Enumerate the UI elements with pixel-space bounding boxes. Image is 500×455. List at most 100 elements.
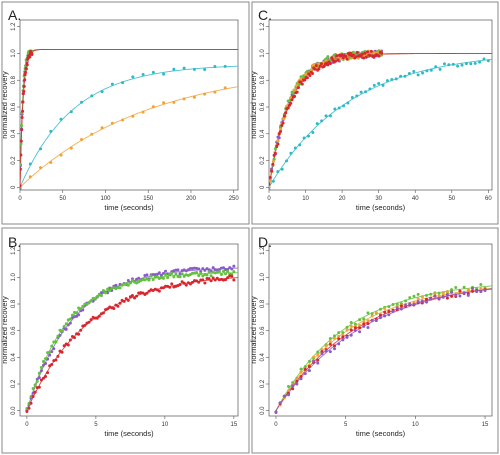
data-point xyxy=(20,162,23,166)
data-point xyxy=(307,369,311,373)
data-point xyxy=(39,147,43,151)
data-point xyxy=(479,283,483,286)
data-point xyxy=(28,162,32,166)
data-point xyxy=(377,54,381,58)
data-point xyxy=(311,130,315,134)
data-point xyxy=(442,62,446,66)
data-point xyxy=(307,364,311,368)
panel-frame xyxy=(1,227,250,454)
data-point xyxy=(416,300,420,304)
data-point xyxy=(387,310,391,314)
data-point xyxy=(316,353,320,357)
data-point xyxy=(399,74,403,78)
data-point xyxy=(438,67,442,71)
data-point xyxy=(281,121,285,125)
data-point xyxy=(64,327,68,331)
data-point xyxy=(273,151,277,155)
data-point xyxy=(272,157,276,161)
data-point xyxy=(328,342,332,346)
data-point xyxy=(345,328,349,332)
data-point xyxy=(190,280,194,284)
data-point xyxy=(324,114,328,118)
x-tick-label: 5 xyxy=(344,422,348,428)
data-point xyxy=(353,329,357,333)
y-tick-label: 1.2 xyxy=(260,22,266,31)
data-point xyxy=(157,289,161,293)
x-tick-label: 0 xyxy=(274,422,278,428)
data-point xyxy=(366,319,370,323)
data-point xyxy=(391,302,395,306)
data-point xyxy=(20,153,23,157)
data-point xyxy=(287,393,291,397)
data-point xyxy=(145,273,149,277)
data-point xyxy=(412,294,416,298)
data-point xyxy=(408,302,412,306)
data-point xyxy=(28,175,32,179)
data-point xyxy=(44,357,48,361)
data-point xyxy=(370,319,374,323)
data-point xyxy=(333,336,337,340)
data-point xyxy=(118,286,122,290)
y-tick-label: 0.4 xyxy=(11,353,17,362)
data-point xyxy=(434,65,438,69)
data-point xyxy=(326,63,330,67)
data-point xyxy=(349,320,353,324)
y-tick-label: 1.0 xyxy=(11,49,17,58)
data-point xyxy=(451,62,455,66)
data-point xyxy=(331,58,335,62)
data-point xyxy=(478,60,482,64)
plot-content xyxy=(269,49,492,190)
data-point xyxy=(126,283,130,287)
data-point xyxy=(174,272,178,276)
data-point xyxy=(350,96,354,100)
data-point xyxy=(305,69,309,73)
data-point xyxy=(316,358,320,362)
data-point xyxy=(362,322,366,326)
data-point xyxy=(184,283,188,287)
data-point xyxy=(28,55,32,59)
data-point xyxy=(299,377,303,381)
data-point xyxy=(404,303,408,307)
data-point xyxy=(101,289,105,292)
data-point xyxy=(97,314,101,318)
data-point xyxy=(433,294,437,298)
data-point xyxy=(114,283,118,287)
data-point xyxy=(126,298,130,302)
data-point xyxy=(362,56,366,60)
data-point xyxy=(75,311,79,315)
panel-frame xyxy=(1,1,250,225)
data-point xyxy=(23,78,27,82)
panel-frame xyxy=(251,1,499,225)
data-point xyxy=(232,278,236,282)
data-point xyxy=(313,67,317,71)
data-point xyxy=(201,267,205,271)
data-point xyxy=(182,281,186,285)
data-point xyxy=(209,274,213,278)
data-point xyxy=(135,294,139,298)
data-point xyxy=(328,62,332,66)
data-point xyxy=(44,362,48,366)
data-point xyxy=(328,337,332,341)
data-point xyxy=(466,288,470,292)
data-point xyxy=(41,376,45,380)
data-point xyxy=(20,142,23,146)
x-tick-label: 0 xyxy=(267,196,271,202)
data-point xyxy=(354,55,358,59)
y-tick-label: 1.0 xyxy=(260,273,266,282)
data-point xyxy=(358,318,362,322)
data-point xyxy=(130,294,134,298)
data-point xyxy=(341,338,345,342)
data-point xyxy=(151,278,155,282)
data-point xyxy=(23,73,27,77)
data-point xyxy=(412,300,416,304)
data-point xyxy=(270,169,274,173)
data-point xyxy=(104,291,108,295)
data-point xyxy=(379,313,382,317)
data-point xyxy=(70,313,74,317)
data-point xyxy=(437,296,441,300)
data-point xyxy=(316,361,320,365)
data-point xyxy=(359,90,363,94)
data-point xyxy=(161,276,165,280)
panel-label: B. xyxy=(8,234,21,250)
data-point xyxy=(337,337,341,341)
